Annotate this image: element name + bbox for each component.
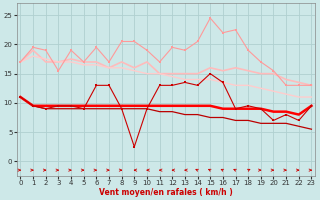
X-axis label: Vent moyen/en rafales ( km/h ): Vent moyen/en rafales ( km/h ) — [99, 188, 233, 197]
